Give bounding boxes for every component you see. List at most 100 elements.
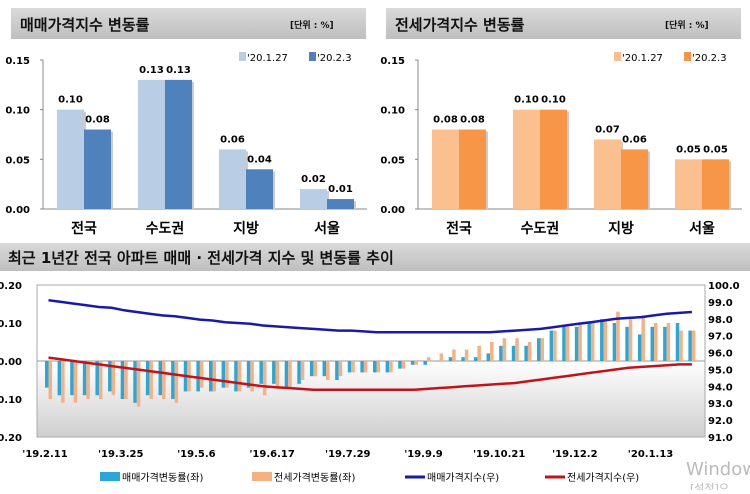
bar-jeonse <box>48 361 52 399</box>
category-label: 서울 <box>314 220 340 237</box>
bar-0 <box>513 109 540 209</box>
trend-chart: 최근 1년간 전국 아파트 매매 · 전세가격 지수 및 변동률 추이 -0.20… <box>0 243 750 484</box>
bar-jeonse <box>199 361 204 388</box>
data-label: 0.13 <box>166 65 191 76</box>
left-tick-label: -0.20 <box>0 433 22 444</box>
bar-sale <box>108 361 112 392</box>
bar-jeonse <box>136 361 141 407</box>
category-label: 수도권 <box>521 221 560 237</box>
bar-0 <box>138 79 165 209</box>
bar-jeonse <box>98 361 103 399</box>
right-tick-label: 97.0 <box>708 332 733 343</box>
bar-sale <box>158 361 163 396</box>
bar-jeonse <box>262 361 267 396</box>
bar-0 <box>675 159 702 209</box>
bar-jeonse <box>515 338 519 361</box>
bar-0 <box>219 149 246 209</box>
legend-swatch <box>252 472 272 481</box>
chart-title: 매매가격지수 변동률 <box>20 16 150 34</box>
bar-jeonse <box>86 361 90 399</box>
bar-sale <box>221 361 226 388</box>
bar-sale <box>297 361 301 384</box>
bar-jeonse <box>401 361 406 369</box>
bar-jeonse <box>288 361 292 388</box>
data-label: 0.04 <box>247 154 272 165</box>
category-label: 수도권 <box>146 221 185 237</box>
bar-jeonse <box>590 323 595 361</box>
bar-sale <box>385 361 390 373</box>
bar-jeonse <box>351 361 355 373</box>
bar-jeonse <box>578 323 582 361</box>
bar-jeonse <box>628 319 633 361</box>
data-label: 0.08 <box>460 115 485 126</box>
bar-jeonse <box>464 349 469 361</box>
bar-sale <box>335 361 339 380</box>
bar-sale <box>45 361 49 388</box>
watermark-subtext: [설정]으 <box>690 482 729 490</box>
bar-sale <box>448 357 453 361</box>
data-label: 0.10 <box>58 95 83 106</box>
left-tick-label: -0.10 <box>0 395 22 406</box>
data-label: 0.08 <box>85 115 110 126</box>
bar-jeonse <box>326 361 330 380</box>
x-tick-label: '19.2.11 <box>22 449 67 460</box>
bar-sale <box>309 361 314 377</box>
x-tick-label: '20.1.13 <box>628 449 673 460</box>
category-label: 지방 <box>608 220 634 237</box>
bar-0 <box>594 139 621 209</box>
legend-swatch <box>309 52 316 61</box>
bar-sale <box>171 361 175 399</box>
data-label: 0.10 <box>541 95 566 106</box>
bar-sale <box>145 361 150 396</box>
bar-sale <box>82 361 87 396</box>
unit-label: [단위 : %] <box>665 19 709 31</box>
bar-sale <box>461 357 465 361</box>
bar-0 <box>57 109 84 209</box>
bar-sale <box>196 361 200 392</box>
data-label: 0.08 <box>433 115 458 126</box>
bar-jeonse <box>124 361 128 399</box>
legend-label: 매매가격변동률(좌) <box>122 471 204 484</box>
legend-label: '20.1.27 <box>247 53 288 64</box>
legend-label: '20.2.3 <box>692 53 727 64</box>
bar-1 <box>327 199 354 209</box>
y-tick-label: 0.05 <box>5 155 30 166</box>
data-label: 0.05 <box>703 144 728 155</box>
category-label: 지방 <box>233 220 259 237</box>
bar-jeonse <box>389 361 393 373</box>
y-tick-label: 0.00 <box>380 205 405 216</box>
bar-jeonse <box>452 349 456 361</box>
bar-jeonse <box>439 353 444 361</box>
chart-title: 최근 1년간 전국 아파트 매매 · 전세가격 지수 및 변동률 추이 <box>8 249 394 267</box>
bar-sale <box>511 345 516 361</box>
bar-jeonse <box>237 361 242 392</box>
line-sale-index <box>48 298 692 334</box>
data-label: 0.13 <box>139 65 164 76</box>
bar-1 <box>246 169 273 209</box>
legend-label: '20.2.3 <box>317 53 352 64</box>
title-bar <box>11 8 366 39</box>
bar-sale <box>284 361 289 388</box>
legend-label: '20.1.27 <box>622 53 663 64</box>
bar-sale <box>347 361 352 373</box>
x-tick-label: '19.12.2 <box>552 449 597 460</box>
category-label: 서울 <box>689 220 715 237</box>
bar-sale <box>373 361 377 373</box>
bar-sale <box>423 361 427 365</box>
bar-sale <box>537 338 541 361</box>
left-tick-label: 0.00 <box>0 357 22 368</box>
x-tick-label: '19.10.21 <box>473 449 525 460</box>
bar-sale <box>587 323 591 361</box>
bar-sale <box>600 319 604 361</box>
bar-jeonse <box>553 330 557 361</box>
bar-sale <box>234 361 238 392</box>
bar-sale <box>675 323 680 361</box>
bar-sale <box>574 326 579 361</box>
y-tick-label: 0.15 <box>380 56 405 67</box>
right-tick-label: 91.0 <box>708 433 733 444</box>
y-tick-label: 0.00 <box>5 205 30 216</box>
x-tick-label: '19.9.9 <box>404 449 443 460</box>
bar-jeonse <box>414 361 418 365</box>
title-bar <box>0 243 750 271</box>
